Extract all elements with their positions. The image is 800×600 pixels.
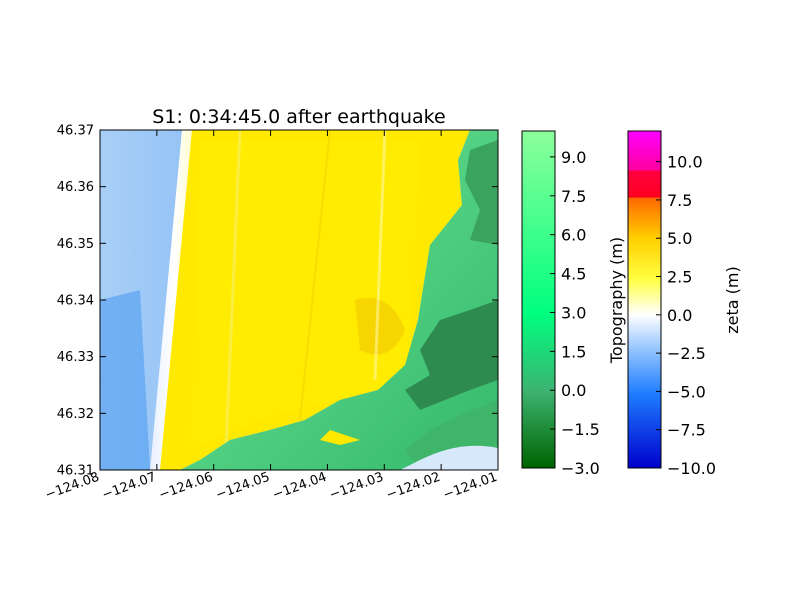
y-tick-label: 46.36 <box>57 180 94 195</box>
colorbar-tick-label: 10.0 <box>667 153 703 172</box>
colorbar-tick-label: 3.0 <box>561 303 586 322</box>
y-tick-label: 46.32 <box>57 407 94 422</box>
topography-colorbar-label: Topography (m) <box>607 237 626 364</box>
colorbar-tick-label: −5.0 <box>667 382 706 401</box>
y-tick-label: 46.34 <box>57 294 94 309</box>
colorbar-tick-label: −10.0 <box>667 459 716 478</box>
zeta-colorbar-ticks: −10.0 −7.5 −5.0 −2.5 0.0 2.5 5.0 7.5 10.0 <box>656 153 716 478</box>
colorbar-tick-label: −7.5 <box>667 421 706 440</box>
x-tick-label: −124.02 <box>384 470 442 503</box>
topography-colorbar-ticks: −3.0 −1.5 0.0 1.5 3.0 4.5 6.0 7.5 9.0 <box>550 148 600 478</box>
colorbar-tick-label: 2.5 <box>667 268 692 287</box>
x-tick-label: −124.03 <box>328 470 386 503</box>
colorbar-tick-label: 0.0 <box>561 381 586 400</box>
x-tick-label: −124.01 <box>441 470 499 503</box>
x-tick-label: −124.04 <box>271 470 329 503</box>
colorbar-tick-label: 5.0 <box>667 229 692 248</box>
colorbar-tick-label: −1.5 <box>561 420 600 439</box>
zeta-colorbar <box>627 130 662 469</box>
map-plot <box>100 130 498 470</box>
colorbar-tick-label: 0.0 <box>667 306 692 325</box>
colorbar-tick-label: 9.0 <box>561 148 586 167</box>
colorbar-tick-label: 7.5 <box>667 191 692 210</box>
x-tick-label: −124.05 <box>214 470 272 503</box>
y-tick-label: 46.31 <box>57 464 94 479</box>
zeta-colorbar-label: zeta (m) <box>723 266 742 333</box>
colorbar-tick-label: −3.0 <box>561 459 600 478</box>
y-tick-label: 46.35 <box>57 237 94 252</box>
colorbar-tick-label: 1.5 <box>561 342 586 361</box>
x-tick-label: −124.06 <box>157 470 215 503</box>
y-tick-label: 46.37 <box>57 124 94 139</box>
colorbar-tick-label: 6.0 <box>561 226 586 245</box>
topography-colorbar <box>521 130 556 469</box>
y-axis: 46.31 46.32 46.33 46.34 46.35 46.36 46.37 <box>57 124 498 479</box>
colorbar-tick-label: −2.5 <box>667 344 706 363</box>
colorbar-tick-label: 4.5 <box>561 265 586 284</box>
y-tick-label: 46.33 <box>57 350 94 365</box>
chart-title: S1: 0:34:45.0 after earthquake <box>152 106 445 128</box>
deep-water <box>100 290 150 470</box>
colorbar-tick-label: 7.5 <box>561 187 586 206</box>
bay-water <box>400 445 498 470</box>
lowland-dark <box>405 300 498 410</box>
inundation-deep-patch <box>355 298 405 355</box>
x-tick-label: −124.07 <box>100 470 158 503</box>
